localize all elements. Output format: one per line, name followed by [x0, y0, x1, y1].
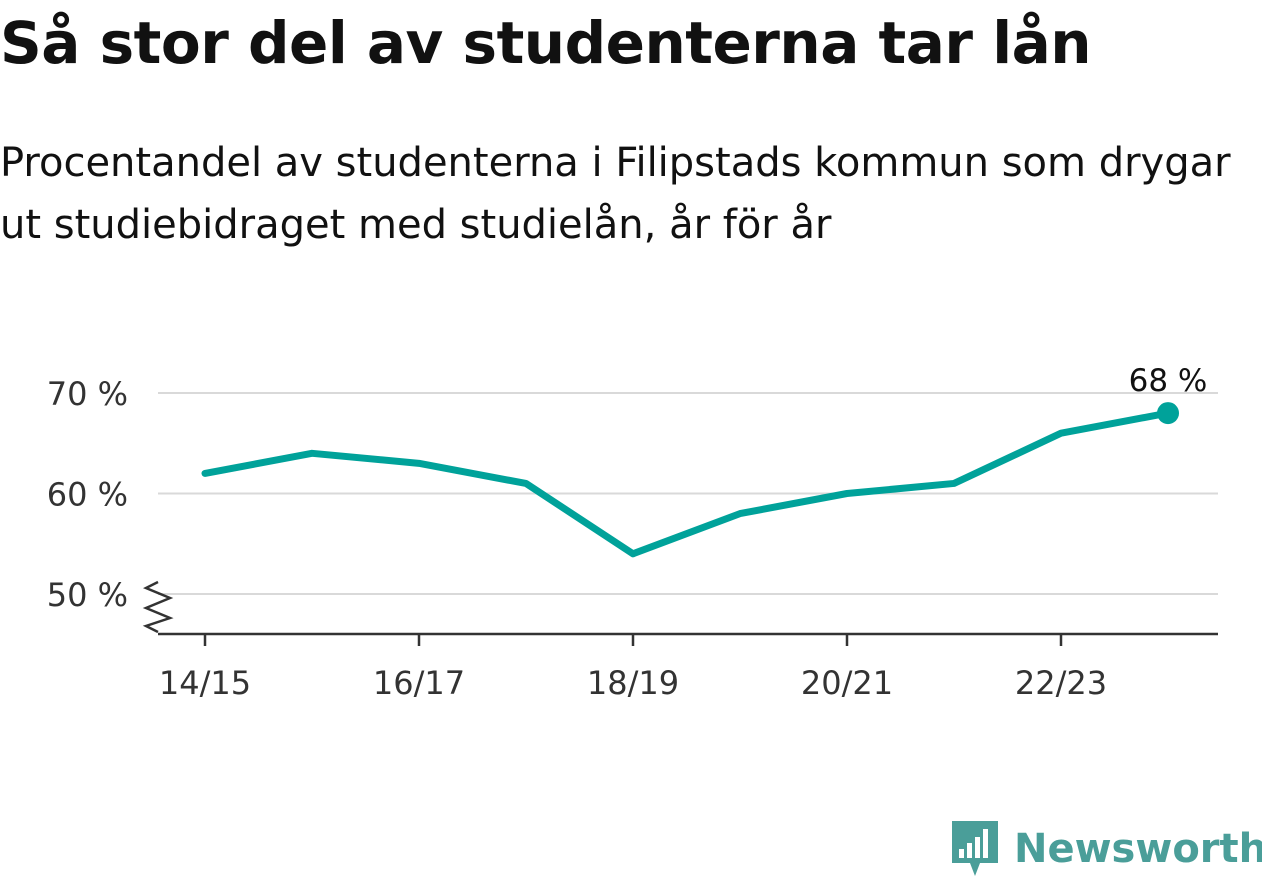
end-point-marker [1157, 402, 1179, 425]
y-tick-label: 70 % [47, 375, 128, 413]
series-group: 68 % [201, 363, 1208, 558]
chart-subtitle: Procentandel av studenterna i Filipstads… [0, 140, 1231, 248]
gridlines [158, 392, 1218, 595]
y-axis: 50 % 60 % 70 % [47, 375, 174, 634]
series-line [201, 409, 1172, 558]
newsworthy-logo-icon [952, 821, 998, 876]
y-tick-label: 60 % [47, 476, 128, 514]
x-axis: 14/15 16/17 18/19 20/21 22/23 [158, 632, 1218, 702]
x-tick-label: 16/17 [373, 664, 465, 702]
x-tick-label: 22/23 [1015, 664, 1107, 702]
x-tick-label: 20/21 [801, 664, 893, 702]
end-value-label: 68 % [1129, 363, 1208, 399]
x-tick-label: 14/15 [159, 664, 251, 702]
brand-name: Newsworthy [1014, 826, 1262, 872]
x-tick-label: 18/19 [587, 664, 679, 702]
brand: Newsworthy [950, 818, 1262, 880]
y-tick-label: 50 % [47, 576, 128, 614]
chart-title: Så stor del av studenterna tar lån [0, 9, 1092, 77]
axis-break-icon [142, 580, 174, 634]
